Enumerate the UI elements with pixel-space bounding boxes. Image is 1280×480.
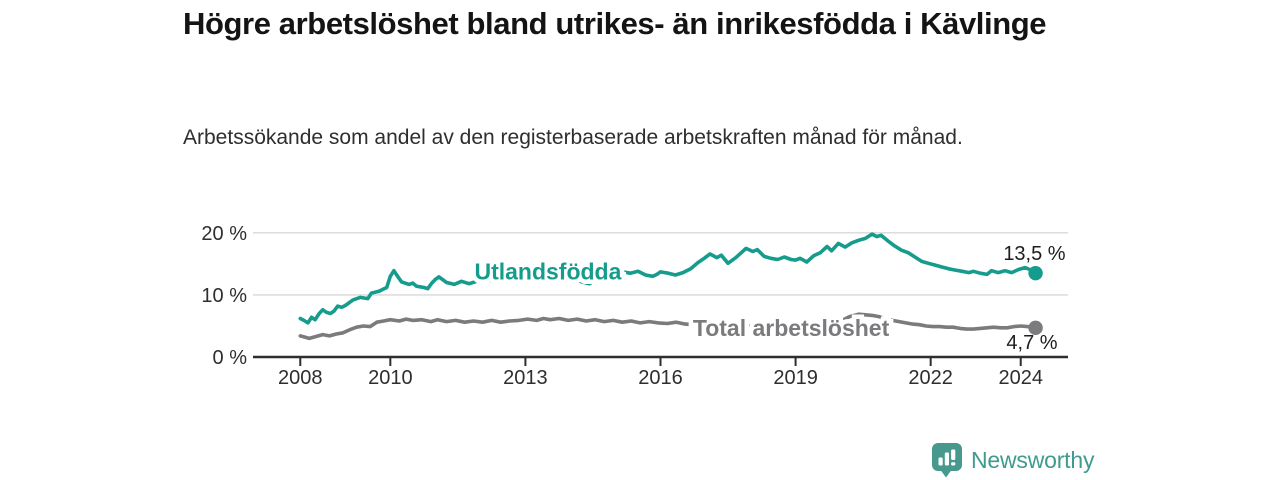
x-tick-label-2024: 2024 [998, 367, 1043, 389]
x-tick-label-2016: 2016 [638, 367, 683, 389]
series-line-0 [298, 232, 1038, 325]
end-annotations-group: 13,5 % 4,7 % [1003, 243, 1065, 354]
x-axis-group: 2008 2010 2013 2016 2019 2022 2024 [253, 355, 1068, 389]
x-tick-label-2013: 2013 [503, 367, 548, 389]
series-line-1 [298, 312, 1038, 341]
y-tick-label-0: 0 % [213, 347, 248, 369]
x-tick-label-2008: 2008 [278, 367, 323, 389]
series-label-1: Total arbetslöshet [693, 315, 890, 341]
end-dot-1 [1028, 320, 1043, 336]
y-tick-label-10: 10 % [201, 285, 247, 307]
x-tick-label-2010: 2010 [368, 367, 413, 389]
newsworthy-logo[interactable]: Newsworthy [930, 442, 1094, 479]
series-lines-group [298, 232, 1038, 341]
x-tick-label-2019: 2019 [773, 367, 818, 389]
series-labels-group: Utlandsfödda Total arbetslöshet [470, 254, 894, 346]
chart-title: Högre arbetslöshet bland utrikes- än inr… [183, 6, 1047, 41]
end-value-label-0: 13,5 % [1003, 243, 1065, 265]
gridlines-group [253, 232, 1068, 296]
x-tick-label-2022: 2022 [908, 367, 953, 389]
series-label-0: Utlandsfödda [474, 258, 621, 284]
newsworthy-logo-text: Newsworthy [971, 447, 1095, 473]
end-dot-0 [1028, 265, 1043, 281]
y-tick-label-20: 20 % [201, 223, 247, 245]
end-value-label-1: 4,7 % [1006, 332, 1057, 354]
y-axis-labels-group: 0 % 10 % 20 % [201, 223, 247, 369]
chart-subtitle: Arbetssökande som andel av den registerb… [183, 126, 963, 149]
newsworthy-barchart-pin-icon [932, 443, 962, 478]
